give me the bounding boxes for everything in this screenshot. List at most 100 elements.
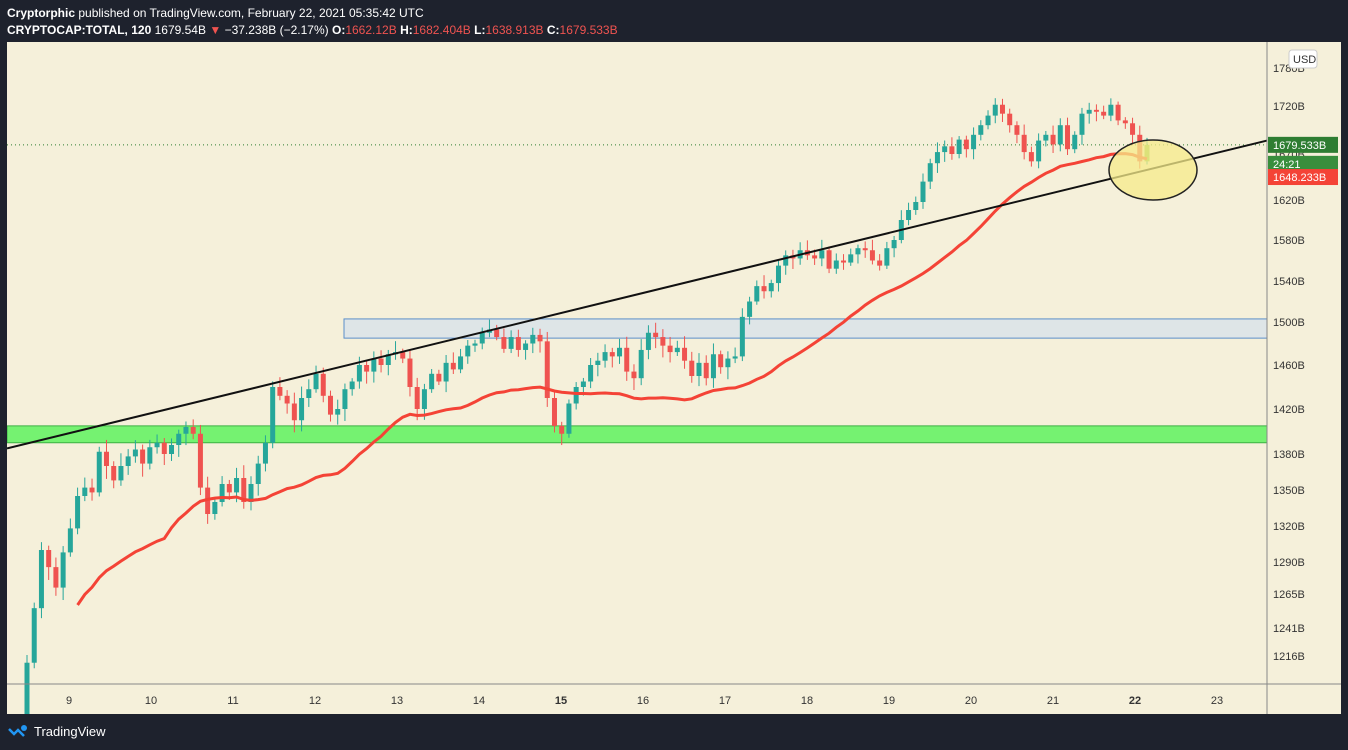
candle-body — [956, 139, 962, 154]
candle-body — [682, 347, 688, 361]
candle-body — [1021, 134, 1027, 153]
candle-body — [877, 260, 883, 266]
candle-body — [891, 240, 897, 249]
candle-body — [515, 337, 521, 350]
candle-body — [262, 442, 268, 464]
time-tick-label: 23 — [1211, 695, 1223, 707]
candle-body — [689, 360, 695, 376]
candle-body — [349, 381, 355, 390]
candle-body — [674, 347, 680, 353]
candle-body — [31, 608, 37, 663]
candle-body — [479, 332, 485, 344]
candle-body — [414, 387, 420, 409]
candle-body — [421, 389, 427, 409]
ohlc-legend: CRYPTOCAP:TOTAL, 120 1679.54B ▼ −37.238B… — [7, 23, 618, 37]
highlight-ellipse[interactable] — [1108, 139, 1198, 201]
candle-body — [559, 425, 565, 434]
candle-body — [667, 345, 673, 353]
candle-body — [299, 398, 305, 421]
candle-body — [508, 337, 514, 349]
candle-body — [450, 362, 456, 370]
candle-body — [1050, 134, 1056, 145]
candle-body — [313, 373, 319, 390]
candle-body — [67, 528, 73, 553]
moving-average-line — [76, 152, 1148, 606]
time-tick-label: 21 — [1047, 695, 1059, 707]
last-price-label: 1679.533B — [1273, 140, 1326, 152]
ma-price-label: 1648.233B — [1273, 172, 1326, 184]
candle-body — [82, 487, 88, 496]
low-label: L: — [474, 23, 486, 37]
price-tick-label: 1460B — [1273, 360, 1305, 372]
candle-body — [436, 373, 442, 382]
candle-body — [125, 456, 131, 466]
candle-body — [747, 301, 753, 317]
last-price-label-box — [1268, 136, 1338, 153]
price-tick-label: 1350B — [1273, 485, 1305, 497]
candle-body — [920, 181, 926, 202]
change-arrow-icon: ▼ — [209, 23, 222, 37]
candle-body — [703, 362, 709, 379]
candle-body — [429, 373, 435, 390]
author-name[interactable]: Cryptorphic — [7, 6, 76, 20]
trendline[interactable] — [6, 139, 1268, 450]
candle-body — [1079, 113, 1085, 135]
last-value: 1679.54B — [154, 23, 206, 37]
footer-brand[interactable]: TradingView — [34, 724, 106, 739]
candle-body — [696, 362, 702, 376]
candle-body — [140, 449, 146, 464]
publish-text: published on TradingView.com, February 2… — [78, 6, 424, 20]
chart-area[interactable]: 1216B 1241B 1265B 1290B 1320B 1350B 1380B 1420B… — [6, 42, 1341, 750]
ma-price-label-box — [1268, 169, 1338, 186]
time-tick-label: 22 — [1129, 695, 1141, 707]
candle-body — [1086, 109, 1092, 114]
price-tick-label: 1420B — [1273, 404, 1305, 416]
candle-body — [530, 334, 536, 344]
tradingview-logo-icon[interactable] — [8, 724, 30, 738]
candle-body — [609, 352, 615, 357]
candle-body — [934, 152, 940, 164]
candle-body — [710, 354, 716, 379]
candle-body — [971, 134, 977, 150]
candle-body — [1043, 134, 1049, 141]
candle-body — [306, 389, 312, 398]
candle-body — [1036, 140, 1042, 162]
candle-body — [624, 347, 630, 372]
candle-body — [537, 334, 543, 342]
publish-info: Cryptorphic published on TradingView.com… — [7, 6, 424, 20]
close-value: 1679.533B — [559, 23, 618, 37]
candle-body — [176, 433, 182, 445]
candle-body — [494, 329, 500, 338]
time-tick-label: 9 — [66, 695, 72, 707]
symbol-label[interactable]: CRYPTOCAP:TOTAL, 120 — [7, 23, 152, 37]
candle-body — [602, 352, 608, 361]
candle-body — [985, 115, 991, 126]
candle-body — [739, 316, 745, 357]
candle-body — [183, 427, 189, 434]
candle-body — [118, 466, 124, 481]
candle-body — [638, 349, 644, 379]
price-tick-label: 1216B — [1273, 651, 1305, 663]
candle-body — [783, 255, 789, 266]
price-chart[interactable]: 1216B 1241B 1265B 1290B 1320B 1350B 1380B 1420B… — [6, 42, 1341, 750]
candle-body — [248, 484, 254, 502]
candle-body — [653, 332, 659, 338]
price-tick-label: 1720B — [1273, 101, 1305, 113]
time-tick-label: 20 — [965, 695, 977, 707]
candle-body — [284, 395, 290, 404]
candle-body — [906, 210, 912, 220]
candle-body — [523, 343, 529, 350]
chart-header: Cryptorphic published on TradingView.com… — [0, 0, 1348, 42]
candle-body — [1115, 104, 1121, 121]
candle-body — [1057, 125, 1063, 145]
candle-body — [573, 387, 579, 404]
currency-label: USD — [1293, 54, 1316, 66]
candle-body — [1108, 104, 1114, 116]
candle-body — [631, 371, 637, 379]
candle-body — [53, 567, 59, 588]
candle-body — [342, 389, 348, 409]
candle-body — [660, 337, 666, 346]
candle-body — [241, 478, 247, 502]
candle-body — [588, 365, 594, 382]
candle-body — [277, 387, 283, 396]
